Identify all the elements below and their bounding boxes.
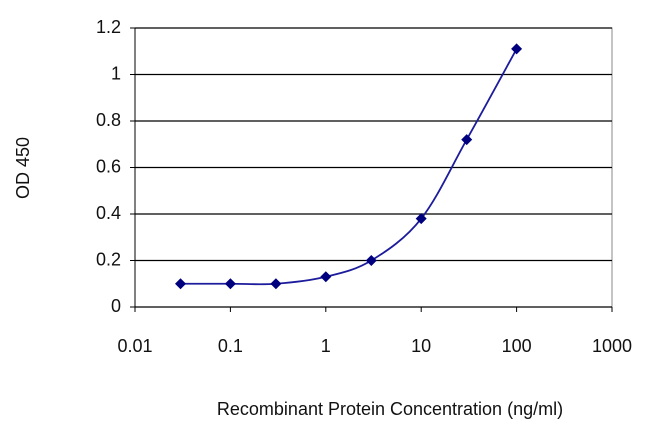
y-tick-label: 0.8 (96, 110, 121, 130)
x-tick-label: 100 (502, 336, 532, 356)
y-tick-label: 0.4 (96, 203, 121, 223)
data-point (461, 134, 473, 146)
data-point (270, 278, 282, 290)
y-tick-label: 0 (111, 296, 121, 316)
y-tick-label: 0.2 (96, 249, 121, 269)
data-point (224, 278, 236, 290)
data-point (365, 255, 377, 266)
data-point (320, 271, 332, 283)
y-axis-title: OD 450 (13, 137, 33, 199)
x-tick-label: 10 (411, 336, 431, 356)
data-point (415, 213, 427, 225)
x-tick-label: 0.01 (117, 336, 152, 356)
y-tick-label: 0.6 (96, 156, 121, 176)
x-tick-label: 0.1 (218, 336, 243, 356)
data-point (511, 43, 523, 55)
x-axis-title: Recombinant Protein Concentration (ng/ml… (217, 399, 563, 419)
x-tick-label: 1000 (592, 336, 632, 356)
data-point (175, 278, 187, 290)
y-tick-label: 1.2 (96, 17, 121, 37)
x-tick-label: 1 (321, 336, 331, 356)
y-tick-label: 1 (111, 63, 121, 83)
